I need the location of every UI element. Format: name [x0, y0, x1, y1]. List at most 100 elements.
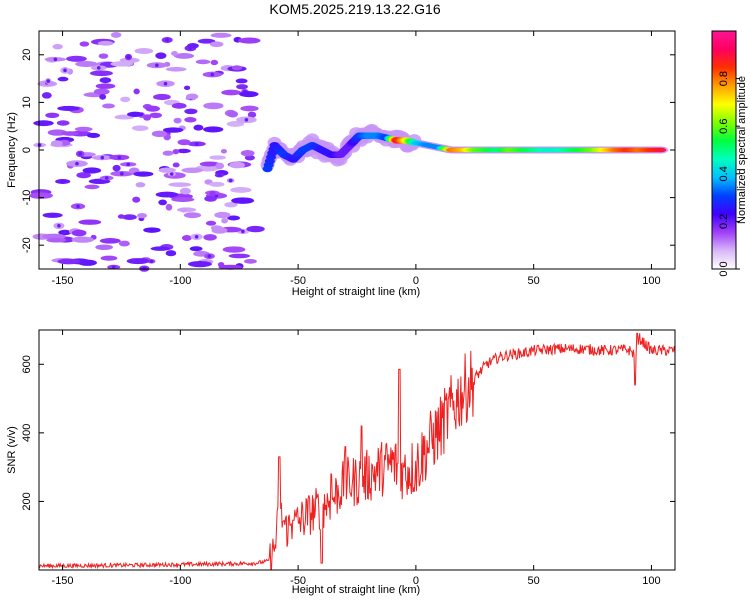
heatmap-noise-cell [209, 155, 227, 160]
heatmap-noise-cell [238, 37, 261, 44]
heatmap-y-ticks: -20 -10 0 10 20 [21, 49, 675, 253]
heatmap-noise-cell [110, 32, 122, 38]
heatmap-noise-cell [162, 150, 174, 156]
heatmap-noise-core [63, 68, 67, 73]
heatmap-noise-cell [118, 240, 130, 247]
heatmap-noise-cell [84, 184, 100, 190]
heatmap-noise-cell [135, 182, 146, 188]
heatmap-noise-core [75, 161, 79, 166]
heatmap-noise-cell [179, 207, 188, 213]
heatmap-noise-cell [226, 120, 245, 127]
heatmap-x-tick-label: -100 [169, 275, 191, 287]
heatmap-noise-cell [240, 149, 255, 157]
heatmap-noise-cell [165, 66, 187, 72]
heatmap-noise-core [194, 235, 199, 239]
heatmap-noise-cell [71, 236, 94, 243]
heatmap-noise-core [41, 121, 46, 125]
colorbar-gradient [712, 31, 736, 269]
heatmap-noise-core [96, 66, 101, 70]
heatmap-noise-cell [179, 187, 191, 195]
heatmap-noise-cell [189, 246, 203, 252]
heatmap-noise-core [46, 79, 50, 83]
heatmap-noise-cell [133, 88, 140, 95]
heatmap-noise-cell [42, 212, 63, 218]
heatmap-noise-core [111, 265, 116, 269]
heatmap-noise-cell [211, 227, 228, 234]
colorbar-tick-label: 0.2 [718, 214, 730, 229]
heatmap-noise-core [217, 173, 222, 177]
heatmap-noise-core [63, 230, 67, 235]
heatmap-noise-core [149, 259, 154, 264]
heatmap-noise-cell [93, 88, 110, 95]
heatmap-noise-cell [134, 47, 154, 54]
heatmap-y-tick-label: -20 [21, 237, 33, 253]
heatmap-noise-cell [99, 77, 112, 84]
heatmap-noise-cell [168, 182, 192, 187]
colorbar-frame [711, 30, 737, 270]
heatmap-noise-core [169, 172, 174, 176]
heatmap-noise-cell [41, 92, 52, 99]
heatmap-y-tick-label: 0 [21, 147, 33, 153]
heatmap-x-tick-label: -50 [290, 275, 306, 287]
heatmap-noise-cell [143, 227, 161, 233]
heatmap-noise-cell [177, 139, 191, 146]
heatmap-noise-cell [151, 130, 168, 138]
heatmap-noise-cell [145, 105, 160, 112]
snr-x-tick-label: 0 [413, 575, 419, 587]
heatmap-noise-cell [176, 148, 191, 154]
heatmap-noise-cell [150, 246, 171, 251]
heatmap-y-tick-label: -10 [21, 190, 33, 206]
heatmap-noise-cell [181, 167, 203, 174]
heatmap-noise-cell [183, 212, 202, 219]
heatmap-noise-core [60, 179, 65, 184]
snr-y-tick-label: 200 [21, 492, 33, 510]
heatmap-noise-core [244, 118, 249, 122]
heatmap-noise-cell [102, 103, 115, 109]
heatmap-noise-cell [127, 111, 144, 117]
heatmap-noise-cell [240, 105, 259, 112]
snr-x-tick-label: -50 [290, 575, 306, 587]
heatmap-noise-core [165, 38, 170, 42]
snr-y-axis-title: SNR (v/v) [6, 426, 18, 474]
heatmap-noise-cell [65, 55, 87, 62]
snr-panel: -150 -100 -50 0 50 100 200 400 600 Height of st… [6, 329, 676, 596]
heatmap-noise-cell [239, 91, 259, 98]
heatmap-noise-cell [209, 181, 225, 187]
colorbar-tick-label: 0.0 [718, 261, 730, 276]
heatmap-noise-core [104, 176, 109, 180]
heatmap-noise-cell [246, 225, 265, 233]
heatmap-noise-cell [197, 38, 216, 44]
heatmap-x-tick-label: -150 [52, 275, 74, 287]
heatmap-noise-core [120, 171, 124, 176]
heatmap-noise-cell [71, 229, 87, 237]
heatmap-noise-core [239, 79, 244, 83]
heatmap-noise-cell [203, 234, 217, 241]
heatmap-noise-cell [153, 93, 171, 101]
heatmap-x-axis-title: Height of straight line (km) [292, 286, 420, 298]
heatmap-noise-cell [244, 155, 255, 161]
colorbar-tick-label: 0.6 [718, 119, 730, 134]
snr-y-ticks: 200 400 600 [21, 355, 675, 511]
heatmap-y-tick-label: 20 [21, 49, 33, 61]
heatmap-noise-core [155, 63, 159, 68]
heatmap-noise-core [194, 142, 199, 146]
heatmap-marks [29, 32, 669, 272]
heatmap-noise-cell [227, 110, 239, 118]
heatmap-noise-cell [50, 140, 63, 147]
heatmap-noise-cell [244, 258, 257, 264]
heatmap-noise-cell [126, 258, 150, 265]
heatmap-noise-cell [214, 211, 231, 219]
heatmap-noise-cell [100, 255, 118, 261]
heatmap-noise-cell [199, 161, 220, 167]
heatmap-y-axis-title: Frequency (Hz) [6, 112, 18, 188]
heatmap-noise-core [126, 55, 131, 59]
chart-title: KOM5.2025.219.13.22.G16 [269, 1, 440, 17]
heatmap-noise-cell [205, 220, 217, 226]
heatmap-noise-cell [195, 59, 211, 65]
heatmap-noise-cell [158, 167, 176, 173]
heatmap-noise-cell [236, 84, 248, 90]
heatmap-noise-cell [186, 93, 199, 100]
snr-x-tick-label: -100 [169, 575, 191, 587]
heatmap-noise-core [163, 81, 168, 86]
